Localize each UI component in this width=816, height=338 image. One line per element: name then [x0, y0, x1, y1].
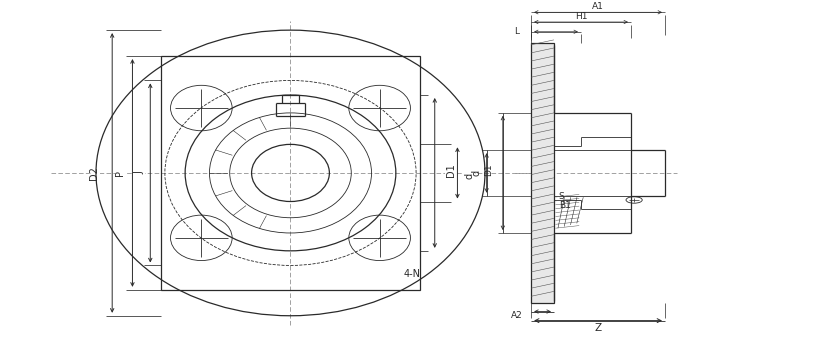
- Text: S: S: [559, 192, 565, 201]
- Text: A1: A1: [592, 2, 604, 11]
- Text: A2: A2: [511, 311, 522, 320]
- Text: P: P: [115, 170, 126, 176]
- Text: D1: D1: [484, 163, 493, 176]
- Text: D2: D2: [90, 166, 100, 180]
- Text: d: d: [472, 170, 482, 176]
- Text: H1: H1: [574, 12, 588, 21]
- Text: D1: D1: [446, 163, 456, 176]
- Text: Z: Z: [595, 323, 601, 333]
- Text: 4-N: 4-N: [404, 269, 421, 279]
- Text: L: L: [514, 27, 519, 36]
- Text: d: d: [464, 173, 475, 179]
- Bar: [531, 43, 554, 303]
- Text: B1: B1: [559, 201, 570, 210]
- Bar: [161, 56, 420, 290]
- Text: J: J: [135, 171, 144, 174]
